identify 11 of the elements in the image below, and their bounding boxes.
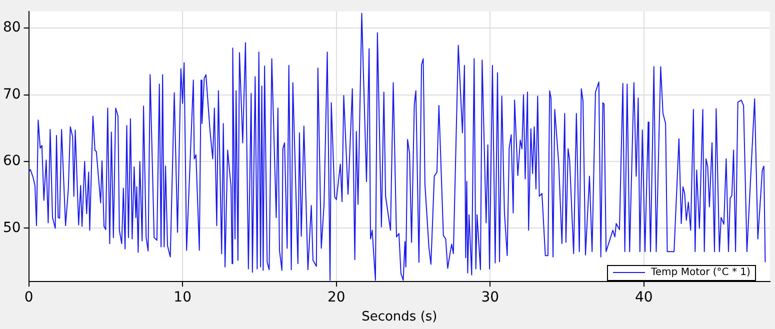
y-tick-label: 80 <box>2 20 21 36</box>
y-tick-label: 60 <box>2 153 21 170</box>
y-tick-label: 50 <box>2 220 21 236</box>
legend-label: Temp Motor (°C * 1) <box>651 266 750 279</box>
x-tick-label: 0 <box>24 290 34 306</box>
x-axis-title: Seconds (s) <box>362 310 438 325</box>
x-tick-label: 30 <box>481 290 500 306</box>
y-tick-label: 70 <box>2 86 21 102</box>
x-tick-label: 20 <box>327 290 346 306</box>
x-tick-label: 40 <box>634 290 653 306</box>
x-tick-label: 10 <box>174 290 192 306</box>
